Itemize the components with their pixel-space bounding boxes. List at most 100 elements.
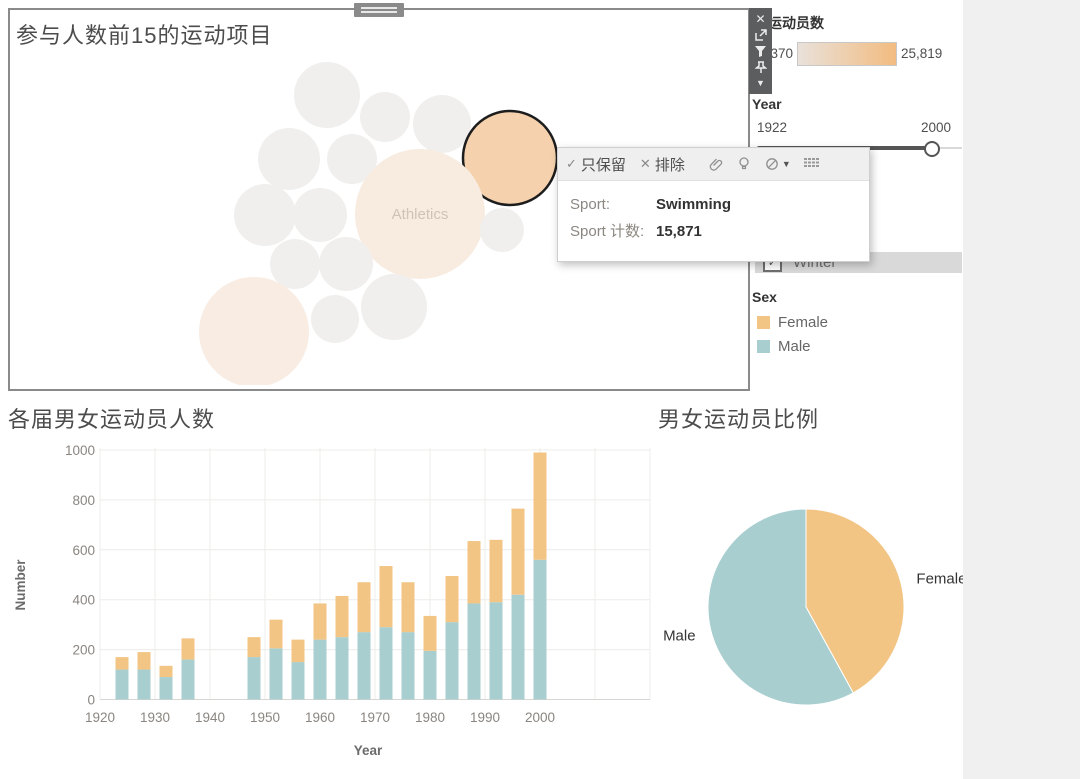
bar-female-1984[interactable] — [445, 575, 459, 623]
bubble[interactable] — [294, 62, 360, 128]
check-icon: ✓ — [566, 156, 577, 171]
bar-female-1992[interactable] — [489, 539, 503, 603]
bar-female-1928[interactable] — [137, 652, 151, 670]
bar-male-1980[interactable] — [423, 650, 437, 700]
x-axis-title: Year — [354, 743, 383, 758]
bubble-athletics[interactable] — [355, 149, 485, 279]
bubble[interactable] — [327, 134, 377, 184]
pie-chart: Female Male — [663, 508, 963, 706]
year-slider-handle[interactable] — [924, 141, 940, 157]
bubble[interactable] — [360, 92, 410, 142]
chevron-down-icon[interactable]: ▼ — [756, 78, 765, 88]
bubble[interactable] — [293, 188, 347, 242]
bar-female-1956[interactable] — [291, 639, 305, 663]
bar-male-2000[interactable] — [533, 559, 547, 700]
close-icon[interactable]: ✕ — [755, 12, 766, 26]
male-legend-label: Male — [778, 337, 811, 355]
bar-female-1968[interactable] — [357, 582, 371, 633]
male-color-swatch — [757, 339, 770, 353]
tooltip-command-bar: ✓ 只保留 ✕ 排除 ▼ — [558, 148, 869, 181]
highlight-icon[interactable] — [733, 155, 755, 173]
bubble[interactable] — [319, 237, 373, 291]
bar-female-1988[interactable] — [467, 541, 481, 604]
open-external-icon[interactable] — [752, 27, 769, 43]
bar-male-1964[interactable] — [335, 637, 349, 700]
year-filter-title: Year — [752, 96, 782, 112]
filter-icon[interactable] — [752, 43, 769, 59]
bubble[interactable] — [413, 95, 471, 153]
caret-down-icon: ▼ — [781, 159, 791, 169]
bar-female-1972[interactable] — [379, 566, 393, 628]
bar-female-2000[interactable] — [533, 452, 547, 560]
female-legend-label: Female — [778, 313, 829, 331]
y-tick-label: 1000 — [65, 443, 95, 458]
y-tick-label: 800 — [72, 493, 95, 508]
bar-male-1936[interactable] — [181, 659, 195, 700]
bubble[interactable] — [234, 184, 296, 246]
bubble-chart-title: 参与人数前15的运动项目 — [16, 23, 273, 48]
sex-legend-title: Sex — [752, 289, 777, 305]
bar-female-1996[interactable] — [511, 508, 525, 595]
bar-female-1948[interactable] — [247, 637, 261, 658]
keep-only-button[interactable]: ✓ 只保留 — [566, 156, 626, 174]
bar-male-1992[interactable] — [489, 602, 503, 700]
bubble[interactable] — [199, 277, 309, 385]
bar-male-1960[interactable] — [313, 639, 327, 700]
bar-male-1952[interactable] — [269, 648, 283, 700]
bar-male-1924[interactable] — [115, 669, 129, 700]
bubble-chart: Athletics — [199, 62, 559, 385]
bar-male-1996[interactable] — [511, 594, 525, 700]
bar-male-1976[interactable] — [401, 632, 415, 700]
grip-line — [361, 7, 397, 9]
bar-male-1968[interactable] — [357, 632, 371, 700]
bubble[interactable] — [270, 239, 320, 289]
mark-tooltip: ✓ 只保留 ✕ 排除 ▼ — [557, 147, 870, 262]
legend-item-male[interactable]: Male — [757, 334, 811, 358]
bubble[interactable] — [480, 208, 524, 252]
sets-icon[interactable]: ▼ — [761, 155, 795, 173]
bar-male-1948[interactable] — [247, 657, 261, 700]
pie-slice-female[interactable] — [805, 508, 905, 694]
bar-female-1932[interactable] — [159, 665, 173, 678]
x-tick-label: 1950 — [250, 710, 280, 725]
athlete-count-legend-title: 运动员数 — [768, 15, 824, 31]
y-axis-title: Number — [15, 559, 28, 611]
year-slider-track-remainder[interactable] — [934, 147, 962, 149]
bar-chart: 0 200 400 600 800 1000 1920 1930 1940 1950 1960 197… — [15, 443, 651, 758]
group-icon[interactable] — [705, 155, 727, 173]
tooltip-row-count: Sport 计数: 15,871 — [570, 223, 702, 240]
y-tick-label: 200 — [72, 643, 95, 658]
bar-female-1976[interactable] — [401, 582, 415, 633]
bar-male-1956[interactable] — [291, 662, 305, 700]
panel-grip-handle[interactable] — [354, 3, 404, 17]
pie-slice-male[interactable] — [707, 508, 854, 706]
bubble[interactable] — [311, 295, 359, 343]
bar-male-1984[interactable] — [445, 622, 459, 700]
grip-line — [361, 11, 397, 13]
bubble[interactable] — [361, 274, 427, 340]
legend-item-female[interactable]: Female — [757, 310, 828, 334]
x-tick-label: 1980 — [415, 710, 445, 725]
bar-male-1988[interactable] — [467, 603, 481, 700]
bar-male-1932[interactable] — [159, 677, 173, 700]
bar-female-1960[interactable] — [313, 603, 327, 640]
bar-female-1936[interactable] — [181, 638, 195, 660]
bar-female-1924[interactable] — [115, 657, 129, 670]
view-data-icon[interactable] — [801, 155, 823, 173]
tooltip-row-sport: Sport: Swimming — [570, 196, 732, 213]
bar-female-1964[interactable] — [335, 595, 349, 638]
floating-toolbar: ✕ ▼ — [749, 8, 772, 94]
athlete-count-max: 25,819 — [901, 46, 943, 61]
exclude-button[interactable]: ✕ 排除 — [639, 156, 685, 174]
x-tick-label: 2000 — [525, 710, 555, 725]
x-tick-label: 1970 — [360, 710, 390, 725]
bar-female-1952[interactable] — [269, 619, 283, 649]
bar-male-1928[interactable] — [137, 669, 151, 700]
pin-icon[interactable] — [752, 59, 769, 75]
bar-male-1972[interactable] — [379, 627, 393, 700]
bar-female-1980[interactable] — [423, 615, 437, 651]
x-icon: ✕ — [639, 156, 651, 171]
bubble[interactable] — [258, 128, 320, 190]
color-gradient-legend — [797, 42, 897, 66]
